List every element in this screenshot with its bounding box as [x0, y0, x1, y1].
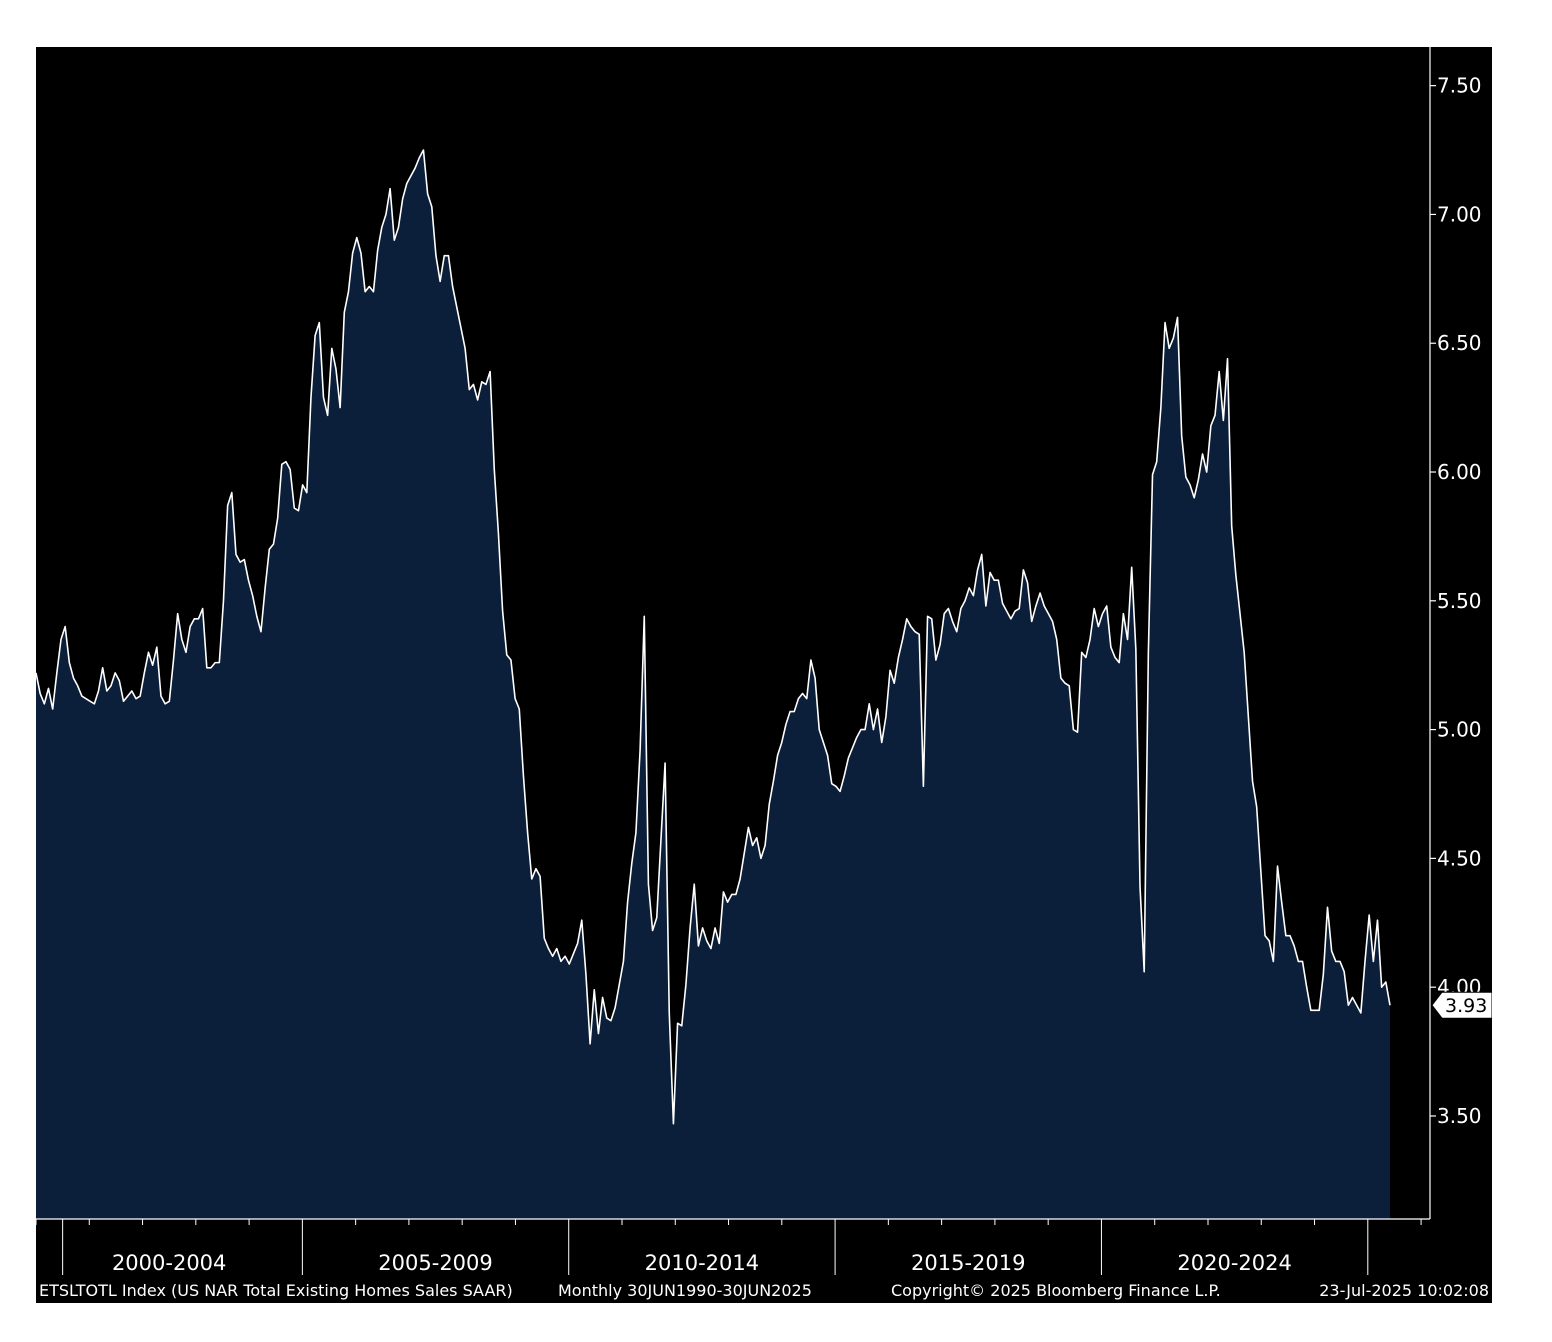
- chart-panel: 3.50 4.00 4.50 5.00 5.50 6.00 6.50 7.00 7.50 2000…: [36, 47, 1492, 1303]
- x-tick-label-3: 2015-2019: [911, 1251, 1025, 1275]
- series-area: [36, 150, 1390, 1219]
- footer-timestamp: 23-Jul-2025 10:02:08: [1319, 1281, 1489, 1300]
- y-tick-label-7: 7.00: [1437, 202, 1482, 226]
- existing-home-sales-chart: 3.504.004.505.005.506.006.507.007.502000…: [36, 47, 1492, 1303]
- series-line: [36, 149, 1391, 1125]
- y-tick-label-6: 6.50: [1437, 331, 1482, 355]
- x-tick-label-4: 2020-2024: [1177, 1251, 1291, 1275]
- x-tick-label-2: 2010-2014: [645, 1251, 759, 1275]
- last-value-label: 3.93: [1445, 995, 1487, 1017]
- y-tick-label-3: 5.00: [1437, 718, 1482, 742]
- label-layer: 3.504.004.505.005.506.006.507.007.502000…: [112, 74, 1492, 1275]
- y-tick-label-5: 6.00: [1437, 460, 1482, 484]
- area-layer: [36, 149, 1391, 1219]
- footer: ETSLTOTL Index (US NAR Total Existing Ho…: [39, 1281, 1489, 1300]
- axis-layer: [36, 47, 1436, 1275]
- x-tick-label-1: 2005-2009: [378, 1251, 492, 1275]
- footer-ticker: ETSLTOTL Index (US NAR Total Existing Ho…: [39, 1281, 513, 1300]
- last-value-tag: [1431, 991, 1492, 1019]
- y-tick-label-2: 4.50: [1437, 846, 1482, 870]
- y-tick-label-8: 7.50: [1437, 74, 1482, 98]
- y-tick-label-4: 5.50: [1437, 589, 1482, 613]
- footer-copyright: Copyright© 2025 Bloomberg Finance L.P.: [891, 1281, 1221, 1300]
- x-tick-label-0: 2000-2004: [112, 1251, 226, 1275]
- y-tick-label-0: 3.50: [1437, 1104, 1482, 1128]
- footer-range: Monthly 30JUN1990-30JUN2025: [558, 1281, 812, 1300]
